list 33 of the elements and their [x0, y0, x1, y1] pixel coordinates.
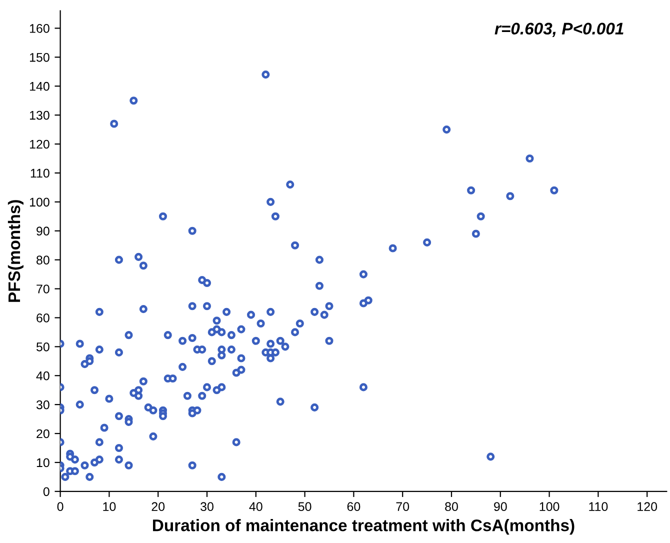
x-tick-label: 50	[298, 502, 312, 512]
y-tick-label: 160	[30, 24, 50, 33]
y-tick-label: 120	[30, 140, 50, 149]
x-tick-label: 10	[103, 502, 116, 512]
y-tick-label: 60	[36, 314, 50, 322]
y-tick-label: 80	[36, 256, 50, 264]
x-tick-label: 80	[445, 502, 458, 512]
x-tick-label: 120	[638, 502, 658, 512]
y-axis-title: PFS(months)	[8, 200, 24, 302]
y-tick-label: 40	[36, 371, 50, 380]
x-tick-label: 30	[200, 502, 214, 512]
x-axis-title: Duration of maintenance treatment with CsA(months)	[153, 519, 574, 535]
x-tick-label: 110	[589, 502, 608, 512]
x-tick-label: 40	[249, 502, 262, 512]
annotation: r=0.603, P<0.001	[494, 22, 624, 37]
y-tick-label: 20	[36, 429, 50, 438]
y-tick-label: 100	[30, 198, 50, 207]
y-tick-label: 70	[36, 284, 50, 294]
y-tick-label: 90	[36, 226, 50, 236]
y-tick-label: 50	[36, 342, 50, 352]
x-tick-label: 90	[494, 502, 507, 512]
y-tick-label: 10	[36, 458, 50, 468]
x-tick-label: 70	[396, 502, 410, 512]
x-tick-label: 0	[57, 502, 64, 512]
y-tick-label: 30	[36, 400, 50, 410]
y-tick-label: 150	[30, 52, 50, 62]
y-tick-label: 130	[30, 110, 50, 120]
y-tick-label: 140	[30, 82, 50, 91]
x-tick-label: 100	[540, 502, 560, 512]
y-tick-label: 0	[43, 487, 50, 496]
x-tick-label: 60	[347, 502, 360, 512]
y-tick-label: 110	[30, 168, 50, 178]
x-tick-label: 20	[152, 502, 165, 512]
